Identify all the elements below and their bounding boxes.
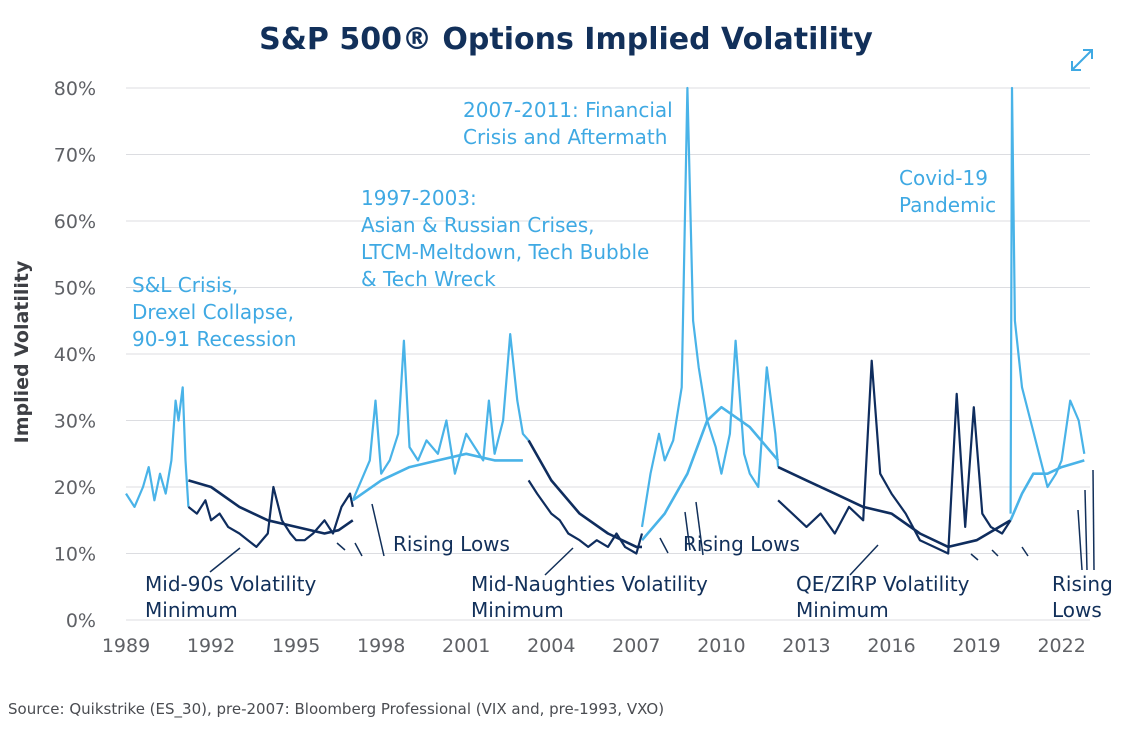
y-tick-label: 0% bbox=[66, 610, 96, 632]
series-line-5 bbox=[527, 479, 644, 555]
annotation-asian-crises: 1997-2003: Asian & Russian Crises, LTCM-… bbox=[361, 186, 656, 291]
x-tick-label: 2013 bbox=[782, 635, 830, 657]
x-tick-label: 1995 bbox=[272, 635, 320, 657]
y-tick-label: 80% bbox=[54, 78, 96, 100]
series-line-9 bbox=[777, 359, 1012, 555]
x-tick-label: 1998 bbox=[357, 635, 405, 657]
series-line-4 bbox=[352, 452, 523, 502]
series-line-10 bbox=[777, 465, 1012, 549]
arrow-rising-lows-3c bbox=[1092, 469, 1095, 571]
annotation-mid-naughties: Mid-Naughties Volatility Minimum bbox=[471, 572, 714, 622]
series-line-8 bbox=[641, 405, 780, 542]
annotation-financial-crisis: 2007-2011: Financial Crisis and Aftermat… bbox=[463, 98, 679, 149]
y-tick-label: 50% bbox=[54, 278, 96, 300]
chart-title: S&P 500® Options Implied Volatility bbox=[259, 22, 873, 57]
series-lines bbox=[125, 86, 1086, 555]
y-axis-ticks: 0% 10% 20% 30% 40% 50% 60% 70% 80% bbox=[54, 78, 96, 632]
series-line-1 bbox=[187, 485, 354, 549]
x-tick-label: 2007 bbox=[612, 635, 660, 657]
y-tick-label: 20% bbox=[54, 477, 96, 499]
annotation-rising-lows-3: Rising Lows bbox=[1052, 572, 1119, 622]
y-tick-label: 40% bbox=[54, 344, 96, 366]
y-tick-label: 30% bbox=[54, 411, 96, 433]
gridlines bbox=[126, 87, 1090, 621]
arrow-rising-lows-1c bbox=[371, 503, 385, 557]
series-line-6 bbox=[527, 439, 642, 549]
arrow-rising-lows-zirp-3 bbox=[1021, 546, 1029, 557]
y-tick-label: 70% bbox=[54, 145, 96, 167]
x-tick-label: 2001 bbox=[442, 635, 490, 657]
x-tick-label: 2010 bbox=[697, 635, 745, 657]
y-tick-label: 60% bbox=[54, 211, 96, 233]
x-tick-label: 1989 bbox=[102, 635, 150, 657]
arrow-rising-lows-2b bbox=[684, 511, 691, 551]
annotation-rising-lows-1: Rising Lows bbox=[393, 532, 510, 556]
series-line-0 bbox=[125, 386, 190, 508]
expand-arrows-icon[interactable] bbox=[1071, 49, 1093, 71]
series-line-2 bbox=[188, 479, 354, 535]
series-line-11 bbox=[1009, 86, 1086, 514]
series-line-7 bbox=[640, 86, 780, 528]
series-line-3 bbox=[351, 333, 530, 501]
arrow-mid-naughties bbox=[544, 547, 574, 576]
x-tick-label: 2004 bbox=[527, 635, 575, 657]
arrow-rising-lows-3b bbox=[1084, 489, 1088, 571]
series-line-12 bbox=[1009, 459, 1085, 521]
annotation-sl-crisis: S&L Crisis, Drexel Collapse, 90-91 Reces… bbox=[132, 273, 300, 351]
x-tick-label: 2022 bbox=[1037, 635, 1085, 657]
annotation-arrows bbox=[209, 469, 1095, 576]
arrow-rising-lows-2c bbox=[695, 501, 704, 556]
x-tick-label: 1992 bbox=[187, 635, 235, 657]
arrow-rising-lows-2a bbox=[659, 537, 669, 554]
x-axis-ticks: 1989 1992 1995 1998 2001 2004 2007 2010 2013 2016… bbox=[102, 635, 1086, 657]
arrow-mid90s bbox=[209, 547, 241, 573]
arrow-rising-lows-1a bbox=[336, 542, 346, 551]
y-axis-label: Implied Volatility bbox=[11, 260, 33, 443]
arrow-rising-lows-3a bbox=[1077, 509, 1083, 571]
annotation-mid90s: Mid-90s Volatility Minimum bbox=[145, 572, 323, 622]
y-tick-label: 10% bbox=[54, 544, 96, 566]
arrow-qe-zirp bbox=[849, 544, 879, 576]
annotation-covid: Covid-19 Pandemic bbox=[899, 166, 996, 217]
annotation-qe-zirp: QE/ZIRP Volatility Minimum bbox=[796, 572, 976, 622]
x-tick-label: 2016 bbox=[867, 635, 915, 657]
arrow-rising-lows-zirp-2 bbox=[991, 549, 999, 557]
source-note: Source: Quikstrike (ES_30), pre-2007: Bl… bbox=[8, 700, 664, 719]
x-tick-label: 2019 bbox=[952, 635, 1000, 657]
arrow-rising-lows-1b bbox=[354, 542, 363, 557]
arrow-rising-lows-zirp-1 bbox=[970, 553, 979, 561]
